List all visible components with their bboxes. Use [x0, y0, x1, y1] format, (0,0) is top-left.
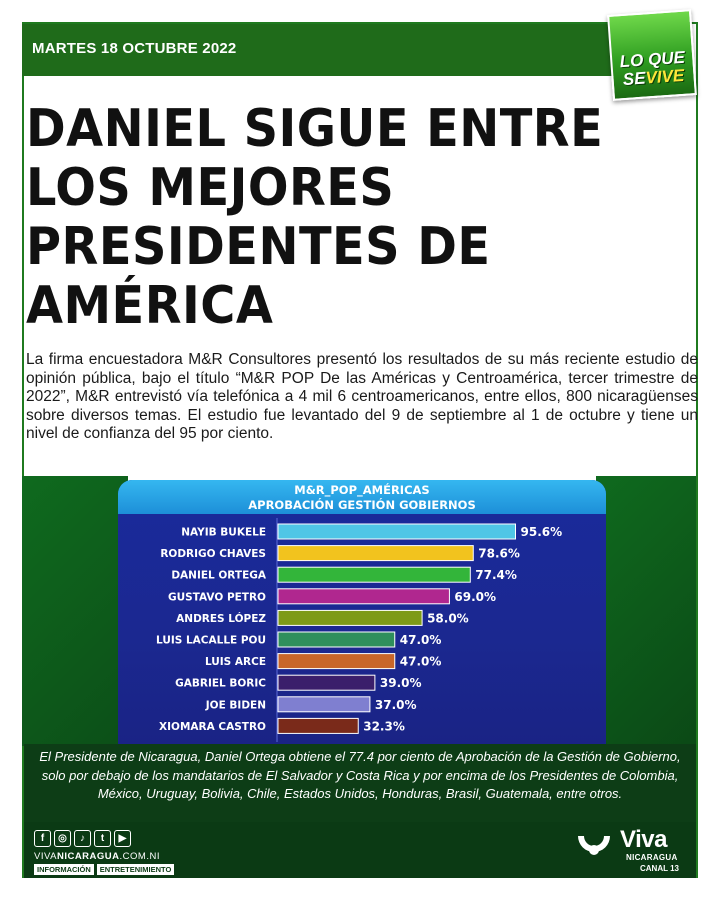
chart-title: M&R_POP_AMÉRICAS	[294, 483, 430, 497]
category-label: GUSTAVO PETRO	[168, 591, 266, 603]
background-right	[596, 476, 696, 746]
value-label: 58.0%	[427, 611, 469, 625]
bar	[277, 588, 450, 605]
value-label: 69.0%	[454, 590, 496, 604]
website-link[interactable]: VIVANICARAGUA.COM.NI	[34, 851, 160, 862]
chart-subtitle: APROBACIÓN GESTIÓN GOBIERNOS	[248, 498, 476, 512]
social-icons: f ◎ ♪ t ▶	[34, 830, 131, 847]
background-left	[22, 476, 128, 746]
intro-paragraph: La firma encuestadora M&R Consultores pr…	[26, 351, 698, 442]
lo-que-se-vive-logo: LO QUE SEVIVE	[607, 9, 697, 101]
logo-text-vive: VIVE	[644, 65, 685, 88]
date-bar	[22, 24, 662, 76]
facebook-icon[interactable]: f	[34, 830, 51, 847]
date-label: MARTES 18 OCTUBRE 2022	[32, 40, 237, 57]
headline: DANIEL SIGUE ENTRE LOS MEJORES PRESIDENT…	[26, 99, 604, 336]
viva-logo-icon	[578, 836, 610, 855]
value-label: 47.0%	[400, 633, 442, 647]
value-label: 77.4%	[475, 568, 517, 582]
website-part-3: .COM.NI	[119, 851, 160, 862]
bar	[277, 566, 471, 583]
caption-text: El Presidente de Nicaragua, Daniel Orteg…	[39, 749, 681, 801]
value-label: 39.0%	[380, 676, 422, 690]
category-label: ANDRES LÓPEZ	[176, 612, 266, 625]
website-part-1: VIVA	[34, 851, 57, 862]
tag-informacion: INFORMACIÓN	[34, 864, 94, 875]
bar	[277, 631, 396, 648]
category-tags: INFORMACIÓN ENTRETENIMIENTO	[34, 864, 175, 875]
viva-brand: Viva	[620, 826, 667, 853]
value-label: 95.6%	[521, 525, 563, 539]
category-label: RODRIGO CHAVES	[160, 548, 266, 560]
bar	[277, 717, 359, 734]
category-label: GABRIEL BORIC	[175, 678, 266, 690]
website-part-2: NICARAGUA	[56, 851, 120, 862]
instagram-icon[interactable]: ◎	[54, 830, 71, 847]
category-label: LUIS ARCE	[205, 656, 266, 668]
value-label: 78.6%	[478, 547, 520, 561]
value-label: 47.0%	[400, 655, 442, 669]
viva-brand-sub: NICARAGUA	[626, 853, 678, 862]
tag-entretenimiento: ENTRETENIMIENTO	[96, 864, 175, 875]
bar	[277, 545, 474, 562]
value-label: 32.3%	[363, 719, 405, 733]
logo-text-bottom: SEVIVE	[617, 65, 690, 90]
category-label: LUIS LACALLE POU	[156, 635, 266, 647]
bar	[277, 523, 516, 540]
category-label: JOE BIDEN	[205, 699, 266, 711]
viva-canal: CANAL 13	[640, 864, 679, 873]
bar	[277, 696, 371, 713]
bar	[277, 653, 396, 670]
category-label: XIOMARA CASTRO	[159, 721, 266, 733]
category-label: DANIEL ORTEGA	[171, 570, 267, 582]
tiktok-icon[interactable]: ♪	[74, 830, 91, 847]
chart-header	[118, 480, 606, 514]
bar	[277, 674, 376, 691]
category-label: NAYIB BUKELE	[181, 527, 266, 539]
bar	[277, 609, 423, 626]
logo-text-se: SE	[622, 68, 647, 90]
caption-box	[24, 744, 696, 824]
value-label: 37.0%	[375, 698, 417, 712]
twitter-icon[interactable]: t	[94, 830, 111, 847]
approval-bar-chart: NAYIB BUKELE 95.6% RODRIGO CHAVES 78.6% DANI…	[156, 518, 563, 742]
youtube-icon[interactable]: ▶	[114, 830, 131, 847]
